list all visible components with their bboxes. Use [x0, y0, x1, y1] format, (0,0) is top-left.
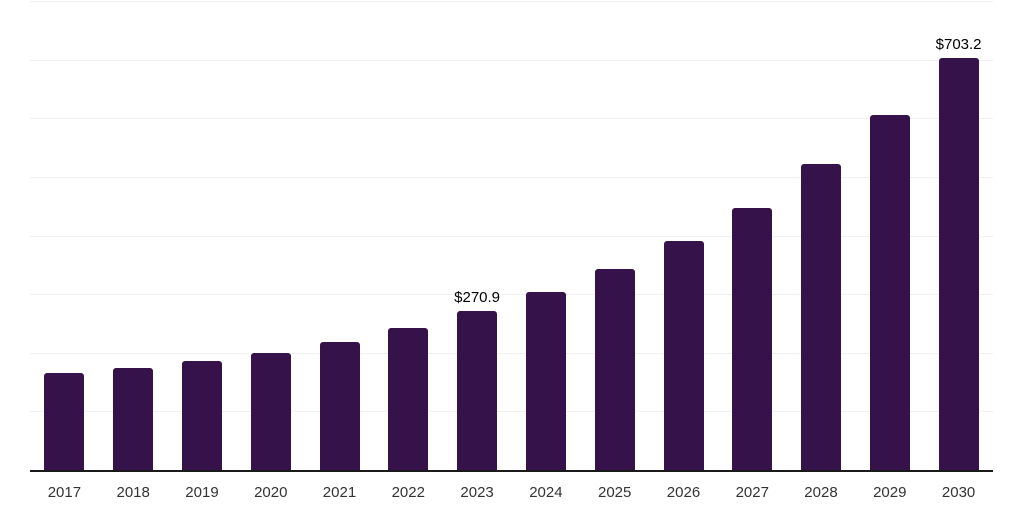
bar-2020[interactable] [250, 352, 291, 470]
gridline-400 [30, 235, 993, 237]
bar-2024[interactable] [525, 292, 566, 470]
gridline-500 [30, 176, 993, 178]
x-axis-label-2027: 2027 [735, 484, 769, 501]
bar-2029[interactable] [869, 114, 910, 470]
x-axis-label-2024: 2024 [529, 484, 563, 501]
data-label-2023: $270.9 [454, 289, 501, 307]
gridline-300 [30, 294, 993, 296]
x-axis-label-2025: 2025 [598, 484, 632, 501]
x-axis-label-2018: 2018 [116, 484, 150, 501]
data-label-2030: $703.2 [935, 35, 982, 53]
gridline-800 [30, 0, 993, 2]
bar-2025[interactable] [594, 268, 635, 470]
bar-2023[interactable] [457, 311, 498, 470]
x-axis-label-2023: 2023 [460, 484, 494, 501]
bar-2017[interactable] [44, 372, 85, 470]
x-axis-label-2028: 2028 [804, 484, 838, 501]
x-axis-label-2021: 2021 [322, 484, 357, 501]
x-axis-line [30, 470, 993, 472]
x-axis-label-2020: 2020 [254, 484, 288, 501]
gridline-700 [30, 59, 993, 61]
bar-2028[interactable] [801, 164, 841, 470]
x-axis-label-2029: 2029 [873, 484, 907, 501]
x-axis-label-2019: 2019 [185, 484, 219, 501]
bar-2018[interactable] [113, 367, 154, 470]
x-axis-labels: 2017 2018 2019 2020 2021 2022 2023 2024 2025 2026… [30, 481, 993, 505]
gridline-100 [30, 411, 993, 413]
bar-2021[interactable] [319, 341, 360, 470]
bar-2022[interactable] [388, 328, 429, 470]
bar-2026[interactable] [663, 240, 704, 470]
chart-plot-area: $270.9 $703.2 [30, 0, 993, 470]
bar-2019[interactable] [182, 360, 222, 470]
x-axis-label-2030: 2030 [941, 484, 976, 501]
x-axis-label-2022: 2022 [391, 484, 425, 501]
bar-2030[interactable] [938, 57, 979, 470]
x-axis-label-2026: 2026 [666, 484, 701, 501]
x-axis-label-2017: 2017 [47, 484, 82, 501]
gridline-200 [30, 352, 993, 354]
bar-2027[interactable] [732, 207, 773, 470]
gridline-600 [30, 118, 993, 120]
